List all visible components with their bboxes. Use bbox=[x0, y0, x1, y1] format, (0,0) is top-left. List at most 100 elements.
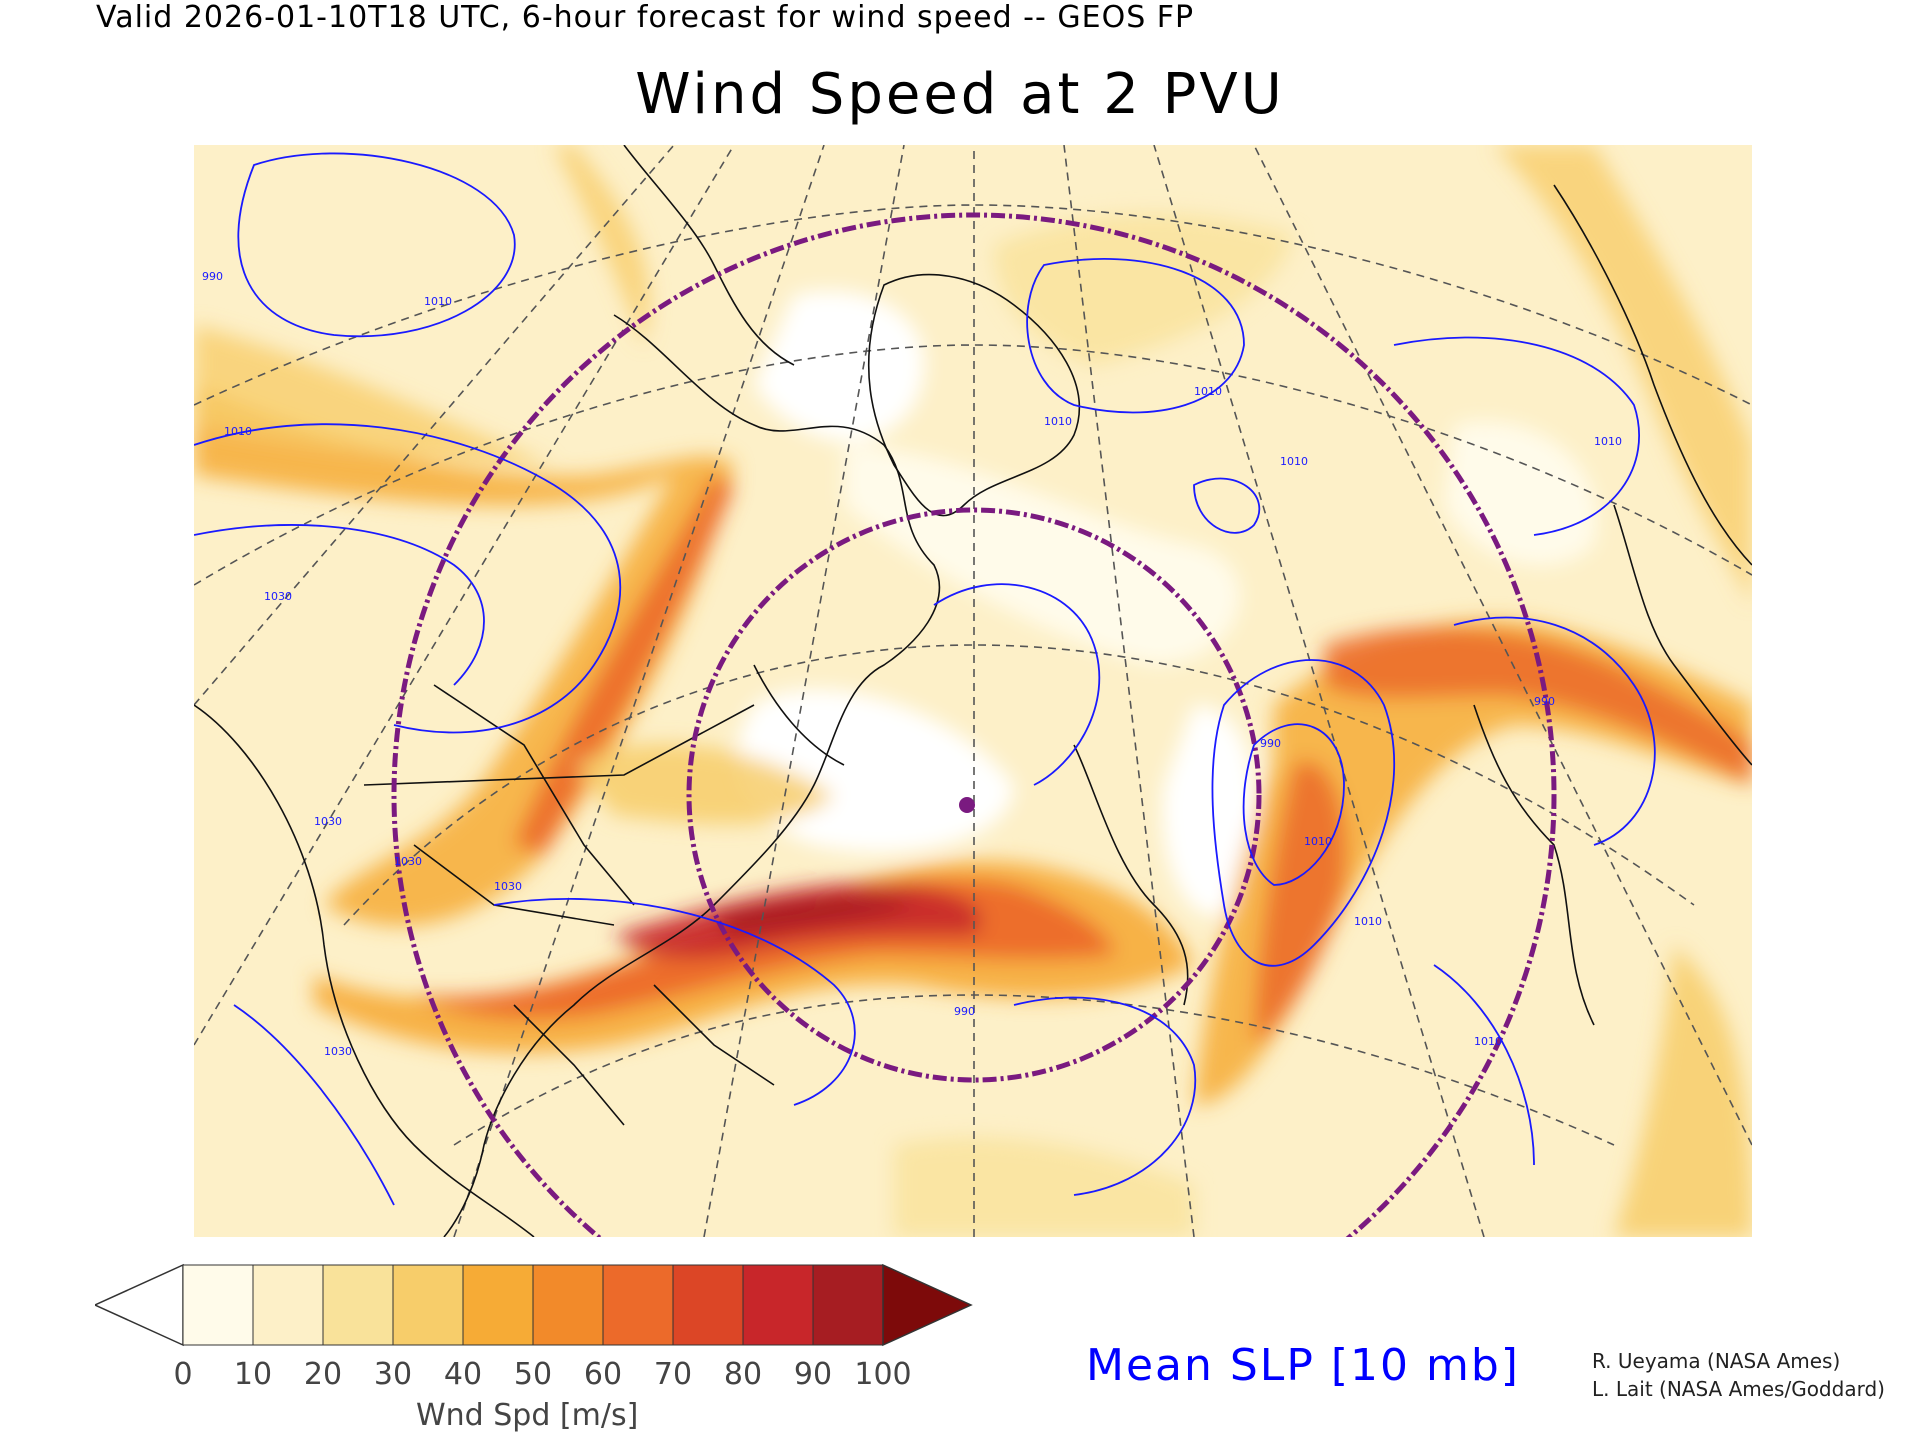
contour-label: 990 bbox=[1534, 695, 1555, 708]
outer-ring bbox=[391, 212, 1557, 1237]
jet-core bbox=[514, 475, 734, 855]
meridian-line bbox=[453, 145, 825, 1237]
slp-contours bbox=[194, 152, 1656, 1206]
credit-line-1: R. Ueyama (NASA Ames) bbox=[1592, 1349, 1841, 1373]
coastline-north-america bbox=[443, 314, 941, 1237]
location-marker bbox=[959, 797, 975, 813]
contour-label: 1010 bbox=[1194, 385, 1222, 398]
contour-label: 990 bbox=[1260, 737, 1281, 750]
border-line bbox=[433, 684, 635, 906]
coastline-iberia bbox=[1473, 704, 1595, 1026]
border-line bbox=[513, 1004, 625, 1126]
parallel-line bbox=[194, 344, 1752, 586]
colorbar-tick-label: 90 bbox=[793, 1357, 833, 1392]
coastline-greenland bbox=[867, 273, 1080, 517]
wind-speed-shading bbox=[194, 145, 1752, 1237]
colorbar-boxes bbox=[182, 1264, 884, 1346]
contour-labels: 990 1010 1010 1030 1030 1010 1010 990 10… bbox=[202, 270, 1622, 1058]
jet-core bbox=[554, 145, 650, 345]
colorbar-label: Wnd Spd [m/s] bbox=[416, 1398, 639, 1433]
contour-label: 1010 bbox=[1354, 915, 1382, 928]
slp-contour bbox=[194, 423, 622, 734]
slp-contour bbox=[1026, 258, 1245, 414]
credit-line-2: L. Lait (NASA Ames/Goddard) bbox=[1592, 1377, 1885, 1401]
colorbar-tick-label: 60 bbox=[583, 1357, 623, 1392]
map-panel: 990 1010 1010 1030 1030 1010 1010 990 10… bbox=[194, 145, 1752, 1237]
colorbar-tick-label: 80 bbox=[723, 1357, 763, 1392]
slp-contour bbox=[1013, 996, 1197, 1196]
colorbar-tick-label: 10 bbox=[233, 1357, 273, 1392]
graticule bbox=[194, 145, 1752, 1237]
contour-label: 1010 bbox=[1280, 455, 1308, 468]
wind-speed-map: 990 1010 1010 1030 1030 1010 1010 990 10… bbox=[194, 145, 1752, 1237]
contour-label: 990 bbox=[954, 1005, 975, 1018]
parallel-line bbox=[343, 644, 1695, 926]
colorbar-box bbox=[322, 1264, 394, 1346]
slp-contour bbox=[493, 898, 856, 1106]
colorbar-box bbox=[182, 1264, 254, 1346]
meridian-line bbox=[194, 145, 675, 706]
contour-label: 1030 bbox=[264, 590, 292, 603]
jet-core bbox=[194, 325, 554, 465]
colorbar-high-arrow bbox=[882, 1263, 973, 1347]
contour-label: 1010 bbox=[424, 295, 452, 308]
slp-contour bbox=[233, 1004, 395, 1206]
colorbar-tick-label: 40 bbox=[443, 1357, 483, 1392]
contour-label: 1010 bbox=[1474, 1035, 1502, 1048]
contour-label: 1030 bbox=[494, 880, 522, 893]
meridian-line bbox=[1253, 145, 1752, 1146]
colorbar-tick-label: 0 bbox=[173, 1357, 193, 1392]
jet-core bbox=[1494, 145, 1752, 605]
slp-contour bbox=[1393, 336, 1640, 536]
slp-contour bbox=[933, 583, 1101, 786]
reference-rings bbox=[391, 212, 1557, 1237]
valid-time-line: Valid 2026-01-10T18 UTC, 6-hour forecast… bbox=[96, 0, 1195, 35]
colorbar-tick-label: 70 bbox=[653, 1357, 693, 1392]
colorbar-low-arrow bbox=[95, 1263, 184, 1347]
contour-label: 1030 bbox=[314, 815, 342, 828]
contour-label: 1010 bbox=[1044, 415, 1072, 428]
border-line bbox=[653, 984, 775, 1086]
coastline-europe bbox=[1553, 184, 1752, 566]
colorbar-tick-label: 50 bbox=[513, 1357, 553, 1392]
slp-contour bbox=[194, 524, 485, 686]
contour-label: 1010 bbox=[1304, 835, 1332, 848]
slp-contour bbox=[1433, 964, 1535, 1166]
slp-contour bbox=[1193, 477, 1261, 534]
meridian-line bbox=[194, 145, 735, 1046]
contour-legend: Mean SLP [10 mb] bbox=[1086, 1340, 1520, 1391]
colorbar-box bbox=[532, 1264, 604, 1346]
calm-region bbox=[754, 290, 925, 442]
contour-label: 1010 bbox=[224, 425, 252, 438]
map-title: Wind Speed at 2 PVU bbox=[635, 62, 1285, 127]
border-line bbox=[363, 704, 755, 786]
contour-label: 990 bbox=[202, 270, 223, 283]
coastline-pacific bbox=[194, 704, 535, 1237]
coastline-hudson-bay bbox=[753, 664, 845, 766]
contour-label: 1030 bbox=[394, 855, 422, 868]
slp-contour bbox=[1242, 723, 1345, 886]
colorbar-box bbox=[462, 1264, 534, 1346]
calm-region bbox=[844, 445, 1241, 665]
contour-label: 1030 bbox=[324, 1045, 352, 1058]
colorbar-box bbox=[602, 1264, 674, 1346]
colorbar-box bbox=[252, 1264, 324, 1346]
meridian-line bbox=[703, 145, 905, 1237]
calm-region bbox=[1162, 705, 1255, 916]
colorbar-box bbox=[672, 1264, 744, 1346]
jet-core bbox=[994, 213, 1294, 365]
colorbar-tick-label: 20 bbox=[303, 1357, 343, 1392]
colorbar bbox=[95, 1263, 973, 1347]
colorbar-tick-label: 100 bbox=[854, 1357, 912, 1392]
coastline-alaska bbox=[623, 145, 795, 366]
contour-label: 1010 bbox=[1594, 435, 1622, 448]
meridian-line bbox=[1063, 145, 1195, 1237]
jet-core bbox=[894, 1137, 1194, 1237]
parallel-line bbox=[453, 994, 1615, 1146]
jet-core bbox=[1614, 945, 1752, 1237]
jet-core bbox=[1324, 627, 1752, 785]
colorbar-tick-label: 30 bbox=[373, 1357, 413, 1392]
coastline-newfoundland bbox=[1073, 744, 1189, 1006]
jet-core bbox=[574, 743, 834, 824]
coastline-europe bbox=[1613, 504, 1752, 766]
